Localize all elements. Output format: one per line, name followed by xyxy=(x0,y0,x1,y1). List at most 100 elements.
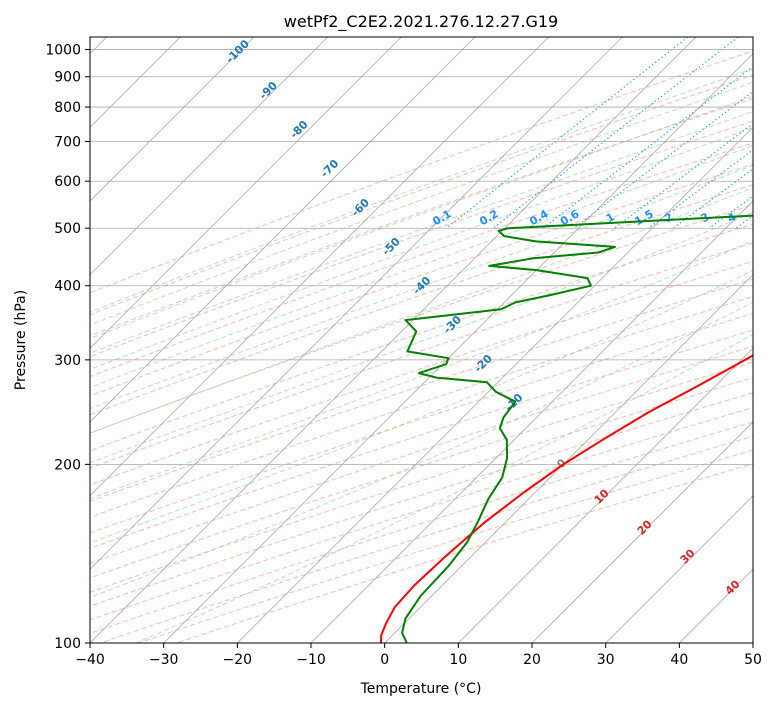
moist-adiabat-line xyxy=(90,144,753,389)
dry-adiabat-line xyxy=(90,376,753,593)
dry-adiabats xyxy=(90,50,753,643)
dry-adiabat-line xyxy=(90,361,753,579)
x-tick-label: 0 xyxy=(380,652,389,668)
moist-adiabat-line xyxy=(90,301,753,598)
moist-adiabat-line xyxy=(90,187,753,434)
dry-adiabat-label: 20 xyxy=(635,517,655,537)
y-tick-label: 400 xyxy=(54,279,81,295)
x-axis: −40 −30 −20 −10 0 10 20 30 40 50 xyxy=(75,643,762,668)
moist-adiabat-label: -50 xyxy=(380,235,403,258)
x-tick-label: 30 xyxy=(597,652,615,668)
isotherm-line xyxy=(384,274,753,643)
mixing-ratio-line xyxy=(542,65,753,229)
dry-adiabat-line xyxy=(90,242,753,469)
dry-adiabat-line xyxy=(90,204,753,434)
chart-title: wetPf2_C2E2.2021.276.12.27.G19 xyxy=(284,12,558,32)
x-axis-title: Temperature (°C) xyxy=(360,681,482,697)
plot-frame xyxy=(89,36,754,644)
dry-adiabat-label: 40 xyxy=(723,577,743,597)
x-tick-label: −30 xyxy=(149,652,179,668)
dry-adiabat-line xyxy=(90,120,753,358)
moist-adiabat-line xyxy=(90,239,753,500)
y-tick-label: 600 xyxy=(54,174,81,190)
dry-adiabat-line xyxy=(90,223,753,452)
y-tick-label: 500 xyxy=(54,221,81,237)
x-tick-label: 10 xyxy=(449,652,467,668)
isotherm-line xyxy=(90,37,549,497)
y-axis: 100 200 300 400 500 600 700 800 900 1000 xyxy=(45,43,90,652)
isotherm-line xyxy=(90,37,697,643)
y-tick-label: 200 xyxy=(54,457,81,473)
x-tick-label: 50 xyxy=(744,652,762,668)
dry-adiabat-line xyxy=(90,392,753,607)
mixing-ratio-line xyxy=(492,37,739,229)
mixing-ratio-label: 0.2 xyxy=(477,207,500,228)
dry-adiabat-label: 30 xyxy=(678,546,698,566)
y-tick-label: 100 xyxy=(54,636,81,652)
moist-adiabat-label: -40 xyxy=(410,274,433,297)
moist-adiabats xyxy=(90,68,753,643)
mixing-ratio-line xyxy=(672,168,753,229)
mixing-ratio-label: 1.5 xyxy=(632,207,655,228)
plot-area: -100-90-80-70-60-50-40-30-20-100.1 0.2 0.4… xyxy=(90,37,775,643)
isotherm-line xyxy=(752,642,753,643)
dry-adiabat-line xyxy=(90,406,753,621)
y-tick-label: 1000 xyxy=(45,43,81,59)
isotherm-line xyxy=(90,37,255,202)
dry-adiabat-line xyxy=(90,74,753,316)
isotherm-line xyxy=(237,126,753,643)
dry-adiabat-line xyxy=(90,50,753,294)
mixing-ratio-lines xyxy=(445,37,753,229)
background-labels: -100-90-80-70-60-50-40-30-20-100.1 0.2 0.4… xyxy=(223,37,775,598)
y-tick-label: 800 xyxy=(54,100,81,116)
moist-adiabat-label: -100 xyxy=(223,37,252,66)
dry-adiabat-line xyxy=(90,329,753,549)
isobar-grid xyxy=(90,49,753,643)
moist-adiabat-label: -60 xyxy=(349,196,372,219)
moist-adiabat-label: -80 xyxy=(287,118,310,141)
dry-adiabat-line xyxy=(90,312,753,534)
moist-adiabat-line xyxy=(90,81,753,326)
dry-adiabat-line xyxy=(90,163,753,397)
moist-adiabat-line xyxy=(90,164,753,410)
moist-adiabat-line xyxy=(90,95,753,340)
moist-adiabat-label: -70 xyxy=(318,157,341,180)
isotherm-line xyxy=(605,495,753,643)
profile-series xyxy=(380,214,753,643)
y-tick-label: 900 xyxy=(54,70,81,86)
moist-adiabat-line xyxy=(90,212,753,464)
temperature-line xyxy=(380,354,753,643)
dry-adiabat-line xyxy=(90,278,753,502)
dry-adiabat-line xyxy=(90,260,753,486)
x-tick-label: −10 xyxy=(296,652,326,668)
y-axis-title: Pressure (hPa) xyxy=(13,290,29,390)
y-tick-label: 300 xyxy=(54,353,81,369)
isotherm-line xyxy=(90,37,402,349)
x-tick-label: 20 xyxy=(523,652,541,668)
dry-adiabat-line xyxy=(90,295,753,518)
isotherm-line xyxy=(531,421,753,643)
moist-adiabat-line xyxy=(90,270,753,544)
dry-adiabat-line xyxy=(90,142,753,378)
isotherm-line xyxy=(90,37,328,276)
dry-adiabat-label: 10 xyxy=(592,486,612,506)
x-tick-label: −20 xyxy=(223,652,253,668)
isotherm-grid xyxy=(90,37,753,643)
isotherm-line xyxy=(90,37,623,570)
mixing-ratio-line xyxy=(735,215,753,229)
moist-adiabat-line xyxy=(90,127,753,370)
moist-adiabat-line xyxy=(90,110,753,354)
isotherm-line xyxy=(458,347,753,643)
mixing-ratio-label: 6 xyxy=(764,210,775,225)
dry-adiabat-line xyxy=(90,184,753,416)
mixing-ratio-line xyxy=(573,90,753,229)
mixing-ratio-label: 2 xyxy=(662,210,675,225)
dry-adiabat-line xyxy=(90,345,753,564)
x-tick-label: −40 xyxy=(75,652,105,668)
moist-adiabat-label: -90 xyxy=(257,79,280,102)
isotherm-line xyxy=(163,53,753,643)
isotherm-line xyxy=(310,200,753,643)
y-tick-label: 700 xyxy=(54,134,81,150)
x-tick-label: 40 xyxy=(670,652,688,668)
